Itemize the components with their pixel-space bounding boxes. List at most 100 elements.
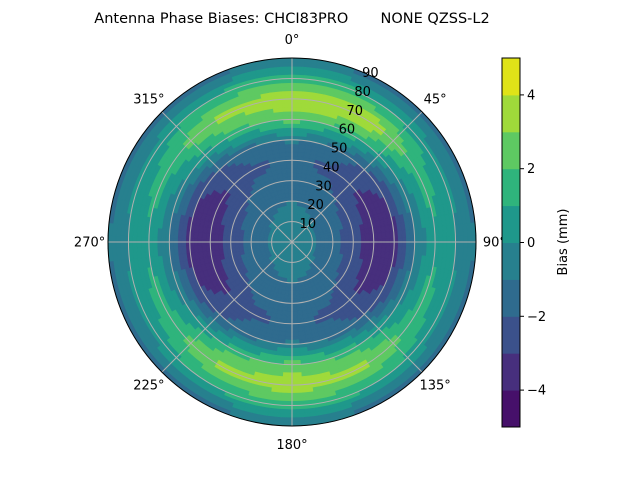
- contour-cell: [214, 245, 218, 251]
- contour-cell: [292, 66, 304, 71]
- contour-cell: [292, 164, 297, 168]
- contour-cell: [288, 299, 292, 303]
- contour-cell: [280, 409, 292, 413]
- contour-cell: [292, 328, 298, 332]
- contour-cell: [280, 413, 292, 418]
- contour-cell: [283, 373, 292, 377]
- contour-cell: [281, 389, 292, 393]
- contour-cell: [284, 185, 288, 189]
- contour-cell: [292, 287, 295, 291]
- contour-cell: [280, 70, 292, 74]
- colorbar-tick-label: 2: [527, 162, 535, 177]
- colorbar-swatch: [502, 58, 520, 95]
- contour-cell: [292, 123, 300, 127]
- contour-cell: [292, 172, 297, 176]
- contour-cell: [284, 123, 292, 127]
- contour-cell: [365, 245, 369, 251]
- contour-cell: [292, 107, 301, 111]
- contour-cell: [292, 62, 305, 67]
- contour-cell: [292, 348, 300, 352]
- contour-cell: [287, 168, 292, 172]
- contour-cell: [287, 311, 292, 315]
- colorbar-tick-label: −4: [527, 384, 546, 399]
- contour-cell: [292, 397, 303, 401]
- radial-tick-label: 40: [323, 160, 340, 175]
- angular-tick-label: 270°: [74, 236, 105, 251]
- contour-cell: [243, 244, 247, 248]
- polar-grid: [108, 58, 476, 426]
- contour-cell: [296, 295, 300, 299]
- contour-cell: [282, 103, 292, 107]
- contour-cell: [292, 377, 302, 381]
- colorbar-swatch: [502, 279, 520, 316]
- colorbar-label: Bias (mm): [556, 209, 571, 276]
- contour-cell: [235, 244, 239, 248]
- contour-cell: [284, 352, 292, 356]
- contour-cell: [292, 352, 300, 356]
- contour-cell: [214, 234, 218, 240]
- colorbar-tick-label: −2: [527, 310, 546, 325]
- contour-cell: [292, 189, 296, 193]
- contour-cell: [341, 236, 345, 240]
- colorbar-swatch: [502, 316, 520, 353]
- contour-cell: [239, 244, 243, 248]
- contour-cell: [292, 91, 303, 95]
- radial-tick-label: 70: [346, 104, 363, 119]
- contour-cell: [292, 389, 303, 393]
- contour-cell: [365, 234, 369, 240]
- contour-cell: [295, 291, 299, 295]
- radial-tick-label: 80: [354, 85, 371, 100]
- contour-cell: [202, 233, 207, 239]
- contour-cell: [345, 236, 349, 240]
- colorbar-tick-label: 0: [527, 236, 535, 251]
- contour-cell: [292, 368, 301, 372]
- contour-cell: [377, 233, 382, 239]
- contour-cell: [283, 107, 292, 111]
- colorbar-swatch: [502, 95, 520, 132]
- contour-cell: [337, 237, 341, 241]
- contour-cell: [292, 128, 300, 132]
- contour-cell: [292, 83, 303, 87]
- contour-cell: [283, 111, 292, 115]
- contour-cell: [357, 235, 361, 240]
- contour-cell: [281, 91, 292, 95]
- colorbar-swatch: [502, 206, 520, 243]
- colorbar-swatch: [502, 132, 520, 169]
- chart-title: Antenna Phase Biases: CHCI83PRO NONE QZS…: [94, 11, 489, 27]
- contour-cell: [377, 245, 382, 251]
- contour-cell: [284, 348, 292, 352]
- angular-tick-label: 225°: [133, 379, 164, 394]
- contour-cell: [292, 87, 303, 91]
- contour-cell: [292, 373, 301, 377]
- angular-tick-label: 135°: [419, 379, 450, 394]
- contour-cell: [281, 83, 292, 87]
- radial-tick-label: 50: [331, 142, 348, 157]
- contour-cell: [288, 291, 292, 295]
- contour-cell: [292, 336, 299, 340]
- contour-cell: [286, 328, 292, 332]
- contour-cell: [284, 128, 292, 132]
- contour-cell: [281, 397, 292, 401]
- contour-cell: [288, 181, 292, 185]
- contour-cell: [292, 70, 304, 74]
- angular-tick-label: 180°: [276, 438, 307, 453]
- contour-cell: [287, 164, 292, 168]
- contour-cell: [223, 244, 227, 249]
- colorbar-swatch: [502, 169, 520, 206]
- angular-tick-label: 315°: [133, 92, 164, 107]
- radial-tick-label: 10: [300, 217, 317, 232]
- contour-cell: [279, 417, 292, 422]
- contour-cell: [223, 235, 227, 240]
- colorbar-swatch: [502, 243, 520, 280]
- contour-cell: [286, 152, 292, 156]
- contour-cell: [287, 172, 292, 176]
- contour-cell: [292, 332, 299, 336]
- radial-tick-label: 30: [315, 179, 332, 194]
- contour-cell: [288, 295, 292, 299]
- colorbar-swatch: [502, 390, 520, 427]
- contour-cell: [202, 245, 207, 251]
- contour-cell: [292, 315, 297, 319]
- contour-cell: [285, 144, 292, 148]
- contour-cell: [218, 244, 222, 249]
- contour-cell: [282, 377, 292, 381]
